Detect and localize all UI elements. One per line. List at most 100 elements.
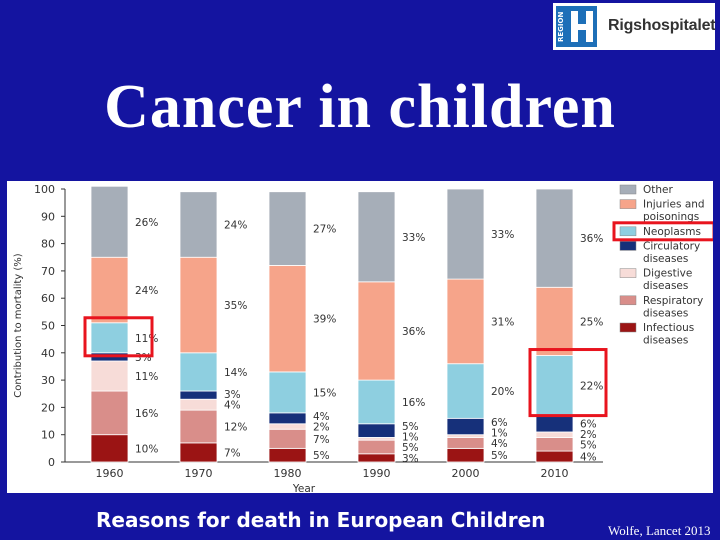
- bar-segment: [268, 265, 307, 373]
- data-label: 16%: [135, 408, 158, 420]
- stacked-bar-chart: 0 10 20 30 40 50 60 70 80 90 100 Contribution to mo…: [13, 183, 716, 495]
- data-label: 36%: [402, 326, 425, 338]
- highlight-box: [528, 348, 608, 418]
- bar-segment: [179, 256, 218, 354]
- data-label: 20%: [491, 386, 514, 398]
- bar-segment: [268, 423, 307, 430]
- data-label: 3%: [402, 453, 419, 465]
- x-tick-label: 2010: [541, 467, 569, 480]
- bar-segment: [446, 437, 485, 449]
- y-tick-label: 70: [41, 265, 55, 278]
- bar-segment: [90, 185, 129, 258]
- legend-swatch: [619, 241, 637, 251]
- highlight-box: [83, 316, 154, 358]
- bar-segment: [357, 439, 396, 455]
- legend-label: poisonings: [643, 211, 699, 223]
- bar-segment: [535, 355, 574, 416]
- data-label: 3%: [224, 389, 241, 401]
- y-tick-label: 80: [41, 238, 55, 251]
- bar-segment: [535, 437, 574, 452]
- data-label: 4%: [224, 400, 241, 412]
- bar-segment: [179, 390, 218, 400]
- y-tick-label: 10: [41, 429, 55, 442]
- slide-title: Cancer in children: [104, 73, 616, 141]
- data-label: 33%: [491, 229, 514, 241]
- bar-segment: [357, 281, 396, 381]
- data-label: 25%: [580, 316, 603, 328]
- data-label: 7%: [224, 447, 241, 459]
- bar-segment: [357, 437, 396, 441]
- data-label: 11%: [135, 333, 158, 345]
- legend-swatch: [619, 295, 637, 306]
- data-label: 10%: [135, 443, 158, 455]
- legend-label: Digestive: [643, 268, 692, 280]
- x-tick-label: 1960: [96, 467, 124, 480]
- legend-label: Circulatory: [643, 240, 700, 252]
- x-tick-label: 1970: [185, 467, 213, 480]
- bar-segment: [268, 191, 307, 266]
- bar-segment: [446, 417, 485, 436]
- data-label: 15%: [313, 387, 336, 399]
- legend-label: Other: [643, 184, 673, 196]
- bar-segment: [535, 431, 574, 438]
- data-label: 16%: [402, 397, 425, 409]
- data-label: 24%: [135, 285, 158, 297]
- data-label: 4%: [580, 452, 597, 464]
- data-label: 39%: [313, 314, 336, 326]
- rigshospitalet-logo: REGION Rigshospitalet: [553, 3, 716, 50]
- y-tick-label: 90: [41, 210, 55, 223]
- bar-segment: [179, 409, 218, 444]
- y-tick-label: 100: [34, 183, 55, 196]
- bar-segment: [446, 434, 485, 438]
- data-label: 14%: [224, 367, 247, 379]
- legend-label: diseases: [643, 335, 688, 347]
- bar-segment: [90, 434, 129, 463]
- legend-swatch: [619, 322, 637, 333]
- data-label: 7%: [313, 434, 330, 446]
- bar-segment: [179, 442, 218, 463]
- legend-label: diseases: [643, 307, 688, 319]
- bar-segment: [446, 363, 485, 419]
- legend-label: Respiratory: [643, 295, 703, 307]
- bar-segment: [357, 453, 396, 463]
- data-label: 4%: [491, 438, 508, 450]
- legend-label: diseases: [643, 280, 688, 292]
- legend-label: Injuries and: [643, 199, 705, 211]
- x-tick-label: 1980: [274, 467, 302, 480]
- legend-swatch: [619, 226, 637, 237]
- data-label: 6%: [580, 418, 597, 430]
- bar-segment: [90, 390, 129, 436]
- logo-name: Rigshospitalet: [608, 17, 716, 34]
- bar-segment: [268, 447, 307, 463]
- region-text: REGION: [557, 11, 565, 42]
- data-label: 22%: [580, 381, 603, 393]
- data-label: 31%: [491, 316, 514, 328]
- data-label: 24%: [224, 219, 247, 231]
- legend-swatch: [619, 268, 637, 278]
- legend-label: Infectious: [643, 322, 694, 334]
- bar-segment: [268, 412, 307, 425]
- legend-label: diseases: [643, 253, 688, 265]
- chart-panel: 0 10 20 30 40 50 60 70 80 90 100 Contribution to mo…: [7, 181, 716, 495]
- bar-segment: [90, 322, 129, 354]
- citation: Wolfe, Lancet 2013: [608, 523, 711, 538]
- x-axis-label: Year: [292, 483, 316, 493]
- bar-segment: [179, 352, 218, 392]
- data-label: 5%: [402, 442, 419, 454]
- data-label: 6%: [491, 417, 508, 429]
- data-label: 3%: [135, 352, 152, 364]
- region-h-emblem-icon: REGION: [556, 6, 597, 47]
- x-tick-label: 2000: [452, 467, 480, 480]
- y-tick-label: 40: [41, 347, 55, 360]
- data-label: 35%: [224, 300, 247, 312]
- bar-segment: [535, 450, 574, 463]
- y-tick-label: 30: [41, 374, 55, 387]
- data-label: 5%: [313, 450, 330, 462]
- data-label: 1%: [402, 431, 419, 443]
- bar-segment: [535, 188, 574, 288]
- data-label: 1%: [491, 427, 508, 439]
- y-axis-label: Contribution to mortality (%): [13, 253, 24, 397]
- data-label: 5%: [491, 450, 508, 462]
- data-label: 11%: [135, 371, 158, 383]
- data-label: 5%: [580, 439, 597, 451]
